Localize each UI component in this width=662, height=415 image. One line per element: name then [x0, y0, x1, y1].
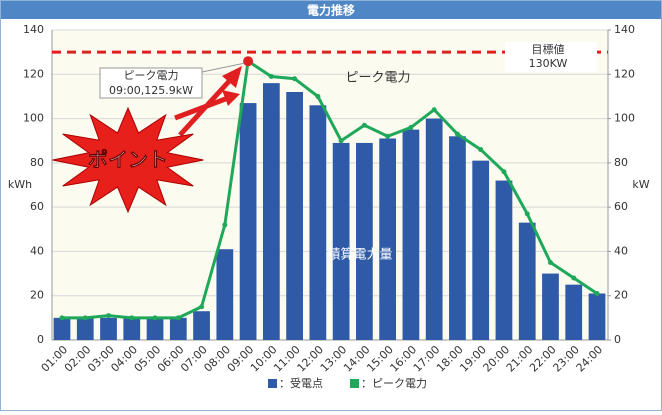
- line-point: [82, 315, 88, 321]
- bar: [425, 118, 443, 340]
- bar: [565, 284, 583, 340]
- y2-axis-title: kW: [632, 178, 649, 191]
- legend-swatch: [268, 379, 277, 388]
- line: [62, 58, 598, 320]
- peak-leader: [201, 62, 245, 73]
- line-point: [547, 260, 553, 265]
- bar: [379, 138, 397, 340]
- bar-label: 積算電力量: [327, 248, 392, 263]
- legend-label: 受電点: [290, 377, 323, 390]
- title-bar: [1, 1, 661, 19]
- legend-label: ピーク電力: [372, 377, 427, 390]
- line-point: [338, 138, 344, 144]
- bar: [100, 317, 117, 340]
- line-point: [594, 291, 600, 296]
- y-tick-label: 100: [23, 112, 44, 125]
- y2-tick-label: 20: [614, 289, 628, 302]
- line-point: [106, 313, 112, 319]
- line-point: [571, 275, 577, 281]
- bar: [239, 103, 257, 340]
- bar: [356, 142, 373, 340]
- y2-tick-label: 80: [614, 156, 628, 169]
- arrow-head: [222, 90, 240, 106]
- bar: [123, 317, 141, 340]
- line-point: [361, 122, 367, 128]
- bar: [216, 249, 234, 340]
- line-point: [175, 315, 181, 321]
- bar: [286, 92, 303, 340]
- legend-swatch: [350, 379, 359, 388]
- y2-tick-label: 60: [614, 200, 628, 213]
- y2-tick-label: 100: [614, 112, 635, 125]
- bar: [146, 317, 164, 340]
- peak-box: [99, 67, 203, 99]
- y-tick-label: 20: [30, 289, 44, 302]
- line-point: [501, 169, 507, 175]
- bar: [542, 273, 559, 340]
- bar: [309, 105, 327, 341]
- y-axis-title: kWh: [8, 178, 32, 191]
- line-point: [199, 304, 205, 310]
- y-tick-label: 0: [37, 333, 44, 346]
- bar: [449, 136, 466, 340]
- bar: [76, 317, 94, 340]
- arrow: [174, 95, 229, 121]
- y-tick-label: 80: [30, 156, 44, 169]
- target-label: 130KW: [529, 57, 568, 70]
- y2-tick-label: 0: [614, 333, 621, 346]
- y-tick-label: 120: [23, 67, 44, 80]
- line-point: [431, 107, 437, 113]
- y-tick-label: 40: [30, 244, 44, 257]
- y2-tick-label: 40: [614, 244, 628, 257]
- y-tick-label: 60: [30, 200, 44, 213]
- line-point: [152, 315, 158, 321]
- bar: [402, 129, 420, 340]
- bar: [518, 222, 536, 340]
- line-point: [222, 222, 228, 228]
- legend-separator: ：: [279, 377, 290, 390]
- bar: [53, 317, 71, 340]
- line-point: [268, 74, 274, 79]
- bar: [262, 83, 280, 341]
- bar: [472, 160, 490, 340]
- y-tick-label: 140: [23, 23, 44, 36]
- target-title: 目標値: [532, 42, 565, 56]
- line-point: [315, 93, 321, 99]
- line-point: [478, 147, 484, 153]
- line-point: [59, 315, 65, 321]
- y2-tick-label: 140: [614, 23, 635, 36]
- legend-separator: ：: [361, 377, 372, 390]
- line-point: [292, 76, 298, 82]
- peak-annotation: 09:00,125.9kW: [109, 84, 193, 97]
- peak-annotation: ピーク電力: [124, 69, 179, 82]
- line-point: [385, 133, 391, 139]
- bar: [588, 293, 606, 340]
- line-point: [408, 124, 414, 130]
- peak-marker: [243, 56, 254, 67]
- callout: ポイント: [88, 148, 168, 172]
- bar: [332, 142, 350, 340]
- y2-tick-label: 120: [614, 67, 635, 80]
- target-box: [505, 42, 597, 72]
- chart-title: 電力推移: [307, 3, 355, 18]
- bar: [495, 180, 513, 340]
- line-point: [454, 131, 460, 137]
- arrow-head: [222, 66, 242, 88]
- bar: [169, 317, 187, 340]
- line-label: ピーク電力: [345, 71, 410, 86]
- line-point: [129, 315, 135, 321]
- starburst: [52, 106, 204, 214]
- line-point: [524, 211, 530, 217]
- bar: [193, 311, 210, 340]
